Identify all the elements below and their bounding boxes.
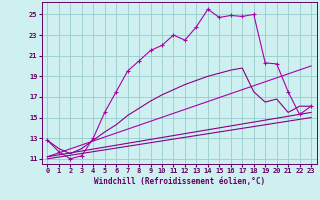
X-axis label: Windchill (Refroidissement éolien,°C): Windchill (Refroidissement éolien,°C) — [94, 177, 265, 186]
